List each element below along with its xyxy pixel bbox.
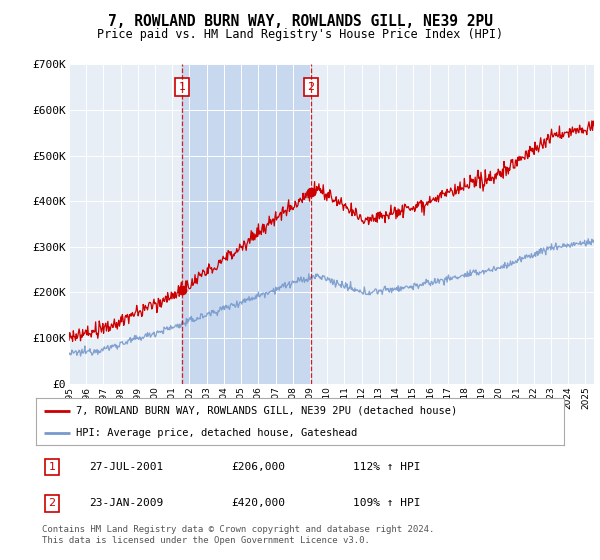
Text: 2: 2: [48, 498, 55, 508]
Bar: [182, 64, 311, 384]
Text: 23-JAN-2009: 23-JAN-2009: [89, 498, 163, 508]
Text: 2: 2: [307, 82, 314, 92]
Text: 7, ROWLAND BURN WAY, ROWLANDS GILL, NE39 2PU (detached house): 7, ROWLAND BURN WAY, ROWLANDS GILL, NE39…: [76, 406, 457, 416]
Text: 112% ↑ HPI: 112% ↑ HPI: [353, 462, 420, 472]
Text: 1: 1: [49, 462, 55, 472]
Text: 7, ROWLAND BURN WAY, ROWLANDS GILL, NE39 2PU: 7, ROWLAND BURN WAY, ROWLANDS GILL, NE39…: [107, 14, 493, 29]
Text: 109% ↑ HPI: 109% ↑ HPI: [353, 498, 420, 508]
Text: 27-JUL-2001: 27-JUL-2001: [89, 462, 163, 472]
Text: Price paid vs. HM Land Registry's House Price Index (HPI): Price paid vs. HM Land Registry's House …: [97, 28, 503, 41]
Text: HPI: Average price, detached house, Gateshead: HPI: Average price, detached house, Gate…: [76, 428, 357, 438]
Text: 1: 1: [179, 82, 185, 92]
Text: £206,000: £206,000: [232, 462, 286, 472]
Text: £420,000: £420,000: [232, 498, 286, 508]
Text: Contains HM Land Registry data © Crown copyright and database right 2024.
This d: Contains HM Land Registry data © Crown c…: [42, 525, 434, 545]
